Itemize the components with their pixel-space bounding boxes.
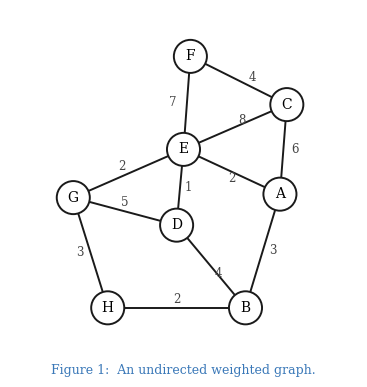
Text: H: H bbox=[102, 301, 114, 315]
Text: 6: 6 bbox=[292, 143, 299, 156]
Text: 4: 4 bbox=[214, 267, 222, 280]
Circle shape bbox=[229, 291, 262, 324]
Circle shape bbox=[91, 291, 124, 324]
Text: 5: 5 bbox=[121, 196, 129, 209]
Circle shape bbox=[174, 40, 207, 73]
Text: D: D bbox=[171, 218, 182, 232]
Text: A: A bbox=[275, 187, 285, 201]
Text: 8: 8 bbox=[238, 114, 246, 127]
Text: C: C bbox=[281, 98, 292, 111]
Circle shape bbox=[167, 133, 200, 166]
Text: Figure 1:  An undirected weighted graph.: Figure 1: An undirected weighted graph. bbox=[51, 364, 316, 377]
Circle shape bbox=[264, 178, 297, 211]
Circle shape bbox=[270, 88, 304, 121]
Text: 2: 2 bbox=[228, 172, 235, 185]
Text: 1: 1 bbox=[185, 181, 192, 194]
Text: 2: 2 bbox=[173, 293, 180, 306]
Circle shape bbox=[160, 209, 193, 242]
Text: 3: 3 bbox=[269, 245, 277, 257]
Text: G: G bbox=[68, 191, 79, 205]
Text: F: F bbox=[186, 50, 195, 63]
Text: B: B bbox=[240, 301, 251, 315]
Text: 2: 2 bbox=[118, 160, 125, 173]
Circle shape bbox=[57, 181, 90, 214]
Text: 3: 3 bbox=[76, 246, 84, 259]
Text: E: E bbox=[178, 142, 189, 156]
Text: 4: 4 bbox=[248, 70, 256, 84]
Text: 7: 7 bbox=[170, 96, 177, 110]
